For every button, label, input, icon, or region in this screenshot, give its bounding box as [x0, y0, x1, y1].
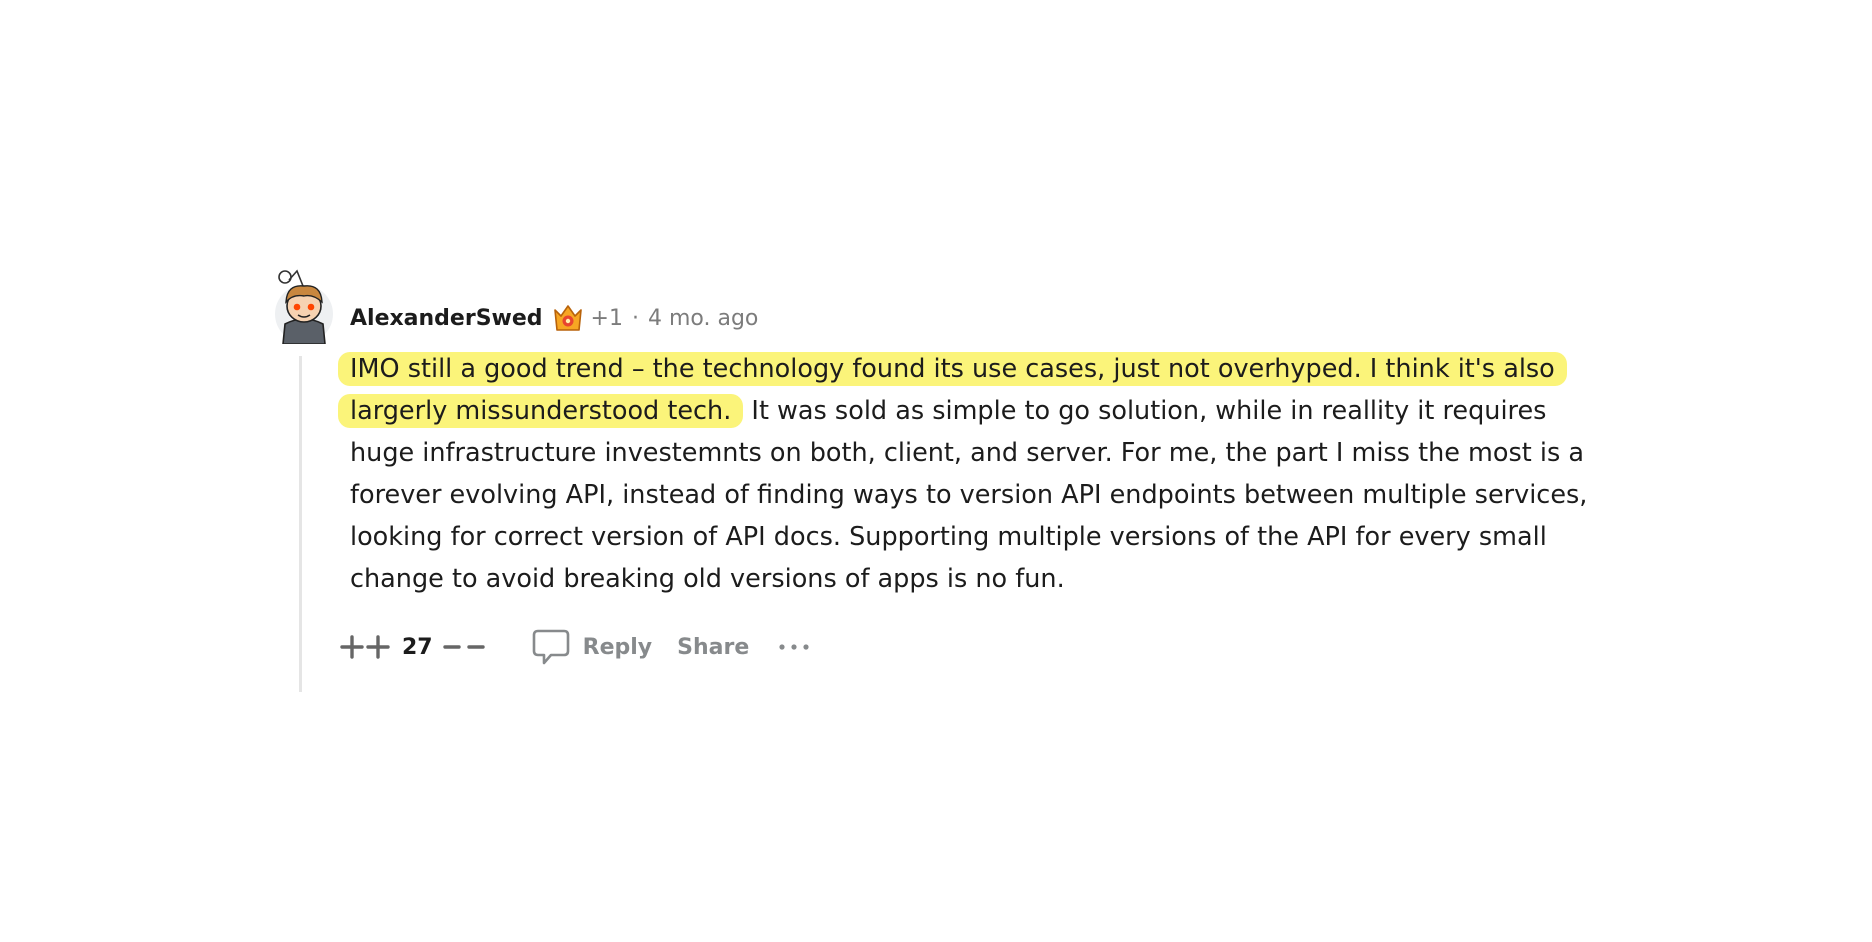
username[interactable]: AlexanderSwed — [350, 305, 543, 331]
meta-separator: · — [631, 305, 639, 331]
double-minus-icon[interactable] — [442, 635, 495, 659]
share-button[interactable]: Share — [677, 635, 749, 660]
ellipsis-icon[interactable] — [776, 637, 812, 657]
comment-text: It was sold as simple to go solution, wh… — [350, 396, 1588, 594]
karma-count: +1 — [590, 305, 623, 331]
speech-bubble-icon — [532, 629, 569, 665]
crown-badge-icon — [553, 305, 582, 331]
comment-actions: 27 Reply Share — [340, 625, 812, 669]
reply-button[interactable]: Reply — [531, 627, 653, 667]
share-label: Share — [677, 634, 750, 660]
double-plus-icon[interactable] — [340, 635, 392, 659]
score-count: 27 — [402, 634, 433, 660]
reply-label: Reply — [582, 634, 653, 660]
timestamp[interactable]: 4 mo. ago — [647, 305, 759, 331]
comment-body: IMO still a good trend – the technology … — [338, 348, 1596, 600]
comment-meta: AlexanderSwed +1 · 4 mo. ago — [350, 301, 758, 335]
avatar[interactable] — [273, 268, 335, 344]
thread-line[interactable] — [299, 356, 302, 692]
